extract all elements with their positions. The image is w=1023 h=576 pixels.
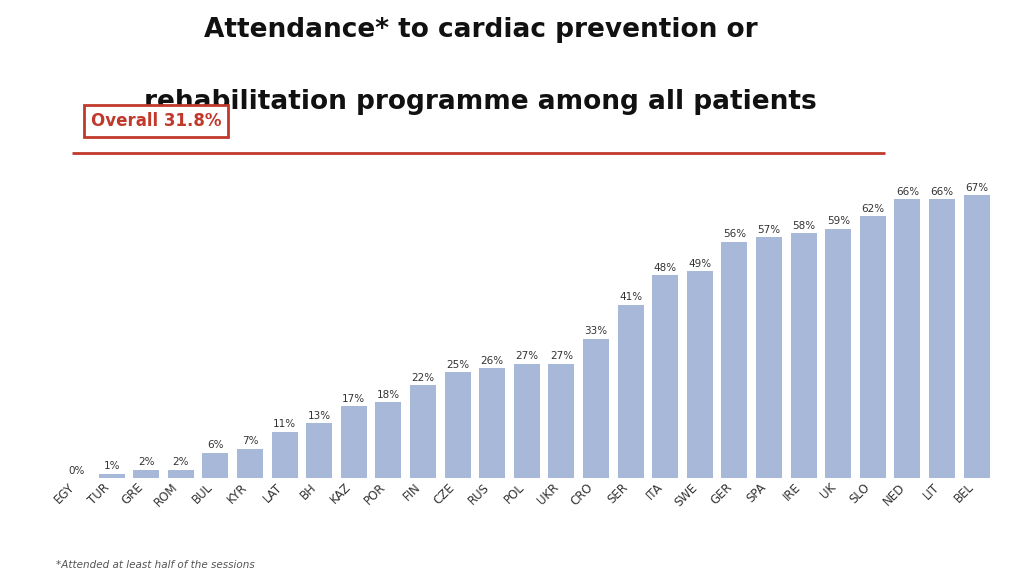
Text: 33%: 33% bbox=[584, 326, 608, 336]
Bar bbox=[341, 406, 367, 478]
Text: 26%: 26% bbox=[481, 356, 503, 366]
Text: 2%: 2% bbox=[173, 457, 189, 467]
Text: 6%: 6% bbox=[208, 440, 224, 450]
Text: 57%: 57% bbox=[757, 225, 781, 235]
Bar bbox=[791, 233, 816, 478]
Bar bbox=[514, 364, 540, 478]
Text: 62%: 62% bbox=[861, 204, 885, 214]
Text: 2%: 2% bbox=[138, 457, 154, 467]
Bar bbox=[618, 305, 643, 478]
Text: 0%: 0% bbox=[69, 465, 85, 476]
Text: 49%: 49% bbox=[688, 259, 711, 268]
Bar bbox=[479, 368, 505, 478]
Text: 66%: 66% bbox=[931, 187, 953, 197]
Text: 7%: 7% bbox=[241, 436, 258, 446]
Bar bbox=[306, 423, 332, 478]
Bar bbox=[410, 385, 436, 478]
Text: 27%: 27% bbox=[550, 351, 573, 362]
Text: 59%: 59% bbox=[827, 217, 850, 226]
Text: 41%: 41% bbox=[619, 293, 642, 302]
Text: 66%: 66% bbox=[896, 187, 919, 197]
Text: Overall 31.8%: Overall 31.8% bbox=[91, 112, 221, 130]
Text: Attendance* to cardiac prevention or: Attendance* to cardiac prevention or bbox=[204, 17, 758, 43]
Text: 67%: 67% bbox=[965, 183, 988, 192]
Bar bbox=[894, 199, 921, 478]
Bar bbox=[653, 275, 678, 478]
Bar bbox=[445, 373, 471, 478]
Text: 1%: 1% bbox=[103, 461, 120, 471]
Bar bbox=[168, 469, 193, 478]
Text: rehabilitation programme among all patients: rehabilitation programme among all patie… bbox=[144, 89, 817, 115]
Bar bbox=[929, 199, 955, 478]
Bar bbox=[98, 474, 125, 478]
Bar bbox=[964, 195, 989, 478]
Text: 25%: 25% bbox=[446, 360, 470, 370]
Bar bbox=[583, 339, 609, 478]
Text: 18%: 18% bbox=[376, 389, 400, 400]
Text: 11%: 11% bbox=[273, 419, 297, 429]
Text: *Attended at least half of the sessions: *Attended at least half of the sessions bbox=[56, 560, 255, 570]
Text: 58%: 58% bbox=[792, 221, 815, 230]
Bar bbox=[375, 402, 401, 478]
Bar bbox=[826, 229, 851, 478]
Text: 48%: 48% bbox=[654, 263, 677, 273]
Text: 22%: 22% bbox=[411, 373, 435, 382]
Bar bbox=[203, 453, 228, 478]
Bar bbox=[686, 271, 713, 478]
Bar bbox=[237, 449, 263, 478]
Bar bbox=[272, 431, 298, 478]
Text: 17%: 17% bbox=[343, 394, 365, 404]
Bar bbox=[548, 364, 575, 478]
Bar bbox=[860, 216, 886, 478]
Text: 27%: 27% bbox=[516, 351, 538, 362]
Bar bbox=[133, 469, 160, 478]
Bar bbox=[721, 241, 748, 478]
Bar bbox=[756, 237, 782, 478]
Text: 56%: 56% bbox=[723, 229, 746, 239]
Text: 13%: 13% bbox=[308, 411, 330, 420]
